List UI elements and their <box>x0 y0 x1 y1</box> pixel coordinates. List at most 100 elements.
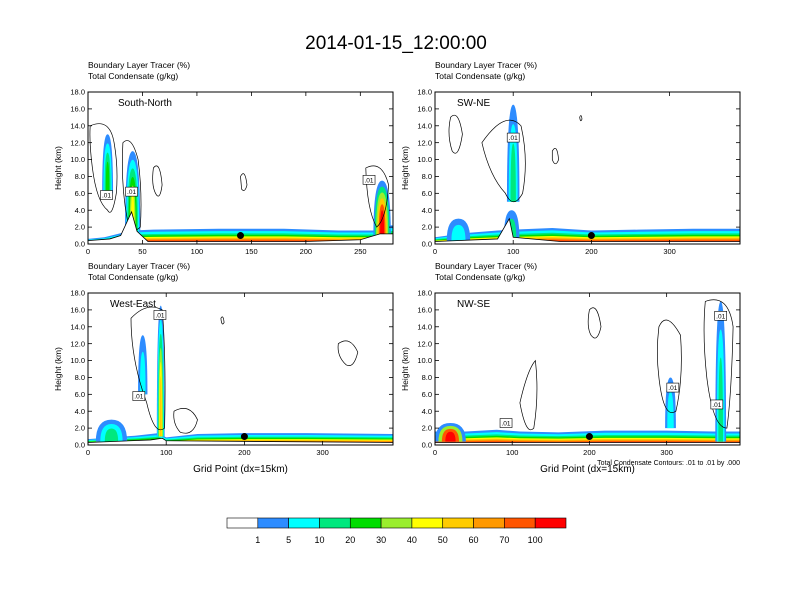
colorbar-box <box>288 517 320 529</box>
colorbar-box <box>226 517 259 529</box>
y-tick-label: 2.0 <box>75 223 85 232</box>
site-marker <box>240 433 248 441</box>
condensate-contour <box>703 299 734 429</box>
x-tick-label: 0 <box>433 448 437 457</box>
colorbar-box <box>257 517 289 529</box>
colorbar-label: 60 <box>469 535 479 545</box>
colorbar-label: 40 <box>407 535 417 545</box>
y-tick-label: 2.0 <box>422 223 432 232</box>
colorbar-label: 30 <box>376 535 386 545</box>
panel-title-line2: Total Condensate (g/kg) <box>88 71 178 81</box>
y-tick-label: 12.0 <box>70 138 85 147</box>
x-axis-label: Grid Point (dx=15km) <box>193 464 288 475</box>
condensate-contour <box>519 359 538 431</box>
condensate-contour <box>173 408 198 434</box>
colorbar-label: 50 <box>438 535 448 545</box>
tracer-field <box>435 299 740 445</box>
y-tick-label: 4.0 <box>75 206 85 215</box>
contour-label-box <box>153 310 167 320</box>
y-tick-label: 0.0 <box>75 441 85 450</box>
site-marker <box>585 433 593 441</box>
terrain <box>435 442 740 445</box>
y-tick-label: 2.0 <box>75 424 85 433</box>
tracer-plume <box>104 428 119 442</box>
tracer-field <box>435 104 740 244</box>
contour-label: .01 <box>716 313 725 320</box>
x-tick-label: 100 <box>507 247 520 256</box>
panel-label: SW-NE <box>457 98 490 109</box>
y-tick-label: 2.0 <box>422 424 432 433</box>
y-axis-label: Height (km) <box>400 146 410 190</box>
condensate-contour <box>152 165 163 197</box>
colorbar-box <box>473 517 505 529</box>
y-tick-label: 8.0 <box>75 172 85 181</box>
y-tick-label: 18.0 <box>70 88 85 97</box>
panel-label: South-North <box>118 98 172 109</box>
tracer-plume <box>510 143 516 202</box>
plot-frame <box>434 91 741 245</box>
x-tick-label: 300 <box>660 448 673 457</box>
condensate-contour <box>89 123 118 213</box>
condensate-contour <box>240 173 248 191</box>
contour-label-box <box>125 186 138 197</box>
y-tick-label: 12.0 <box>417 339 432 348</box>
contour-label: .01 <box>127 189 136 196</box>
y-tick-label: 14.0 <box>417 121 432 130</box>
colorbar-box <box>534 517 567 529</box>
x-tick-label: 200 <box>300 247 313 256</box>
colorbar-label: 20 <box>345 535 355 545</box>
panel-title-line1: Boundary Layer Tracer (%) <box>88 60 190 70</box>
y-tick-label: 14.0 <box>70 322 85 331</box>
panel-title-line2: Total Condensate (g/kg) <box>435 272 525 282</box>
y-axis-label: Height (km) <box>53 347 63 391</box>
colorbar-box <box>349 517 382 529</box>
main-title: 2014-01-15_12:00:00 <box>305 33 487 54</box>
y-axis-label: Height (km) <box>400 347 410 391</box>
contour-label-box <box>100 190 113 200</box>
site-marker <box>587 232 595 240</box>
panel-west-east: .01 .01 0.0 2.0 4.0 6.0 8.0 10.0 12.0 14.0 16.0 18.… <box>53 261 394 475</box>
contour-note: Total Condensate Contours: .01 to .01 by… <box>597 460 740 467</box>
y-tick-label: 4.0 <box>422 407 432 416</box>
colorbar-label: 5 <box>286 535 291 545</box>
contour-label: .01 <box>155 312 164 319</box>
tracer-plume <box>667 391 674 429</box>
y-tick-label: 6.0 <box>75 390 85 399</box>
colorbar-label: 100 <box>528 535 543 545</box>
site-marker <box>237 232 244 240</box>
y-axis-label: Height (km) <box>53 146 63 190</box>
y-tick-label: 0.0 <box>75 240 85 249</box>
contour-label: .01 <box>102 193 111 200</box>
tracer-plume <box>139 351 146 395</box>
x-tick-label: 100 <box>506 448 519 457</box>
contour-label-box <box>714 310 727 321</box>
y-tick-label: 16.0 <box>70 305 85 314</box>
tracer-plume <box>451 224 466 241</box>
contour-label: .01 <box>365 177 374 184</box>
y-tick-label: 4.0 <box>422 206 432 215</box>
y-tick-label: 12.0 <box>70 339 85 348</box>
y-tick-label: 12.0 <box>417 138 432 147</box>
plot-frame <box>87 91 394 245</box>
x-tick-label: 50 <box>138 247 146 256</box>
condensate-contour <box>587 307 602 339</box>
plot-frame <box>434 292 741 446</box>
contour-label-box <box>506 132 520 143</box>
colorbar-label: 10 <box>314 535 324 545</box>
terrain <box>88 437 393 445</box>
y-tick-label: 18.0 <box>417 289 432 298</box>
panel-title-line1: Boundary Layer Tracer (%) <box>88 261 190 271</box>
condensate-contour <box>657 319 682 413</box>
y-tick-label: 10.0 <box>417 356 432 365</box>
contour-label: .01 <box>712 402 721 409</box>
panel-south-north: .01 .01 .01 0.0 2.0 4.0 6.0 8.0 10.0 12.0 14.0 16.0… <box>53 60 394 256</box>
x-tick-label: 100 <box>160 448 173 457</box>
y-tick-label: 8.0 <box>422 373 432 382</box>
contour-label-box <box>132 391 146 401</box>
contour-label-box <box>499 418 513 428</box>
panel-label: NW-SE <box>457 299 490 310</box>
contour-label-box <box>710 399 724 410</box>
panel-title-line2: Total Condensate (g/kg) <box>88 272 178 282</box>
y-tick-label: 16.0 <box>70 104 85 113</box>
